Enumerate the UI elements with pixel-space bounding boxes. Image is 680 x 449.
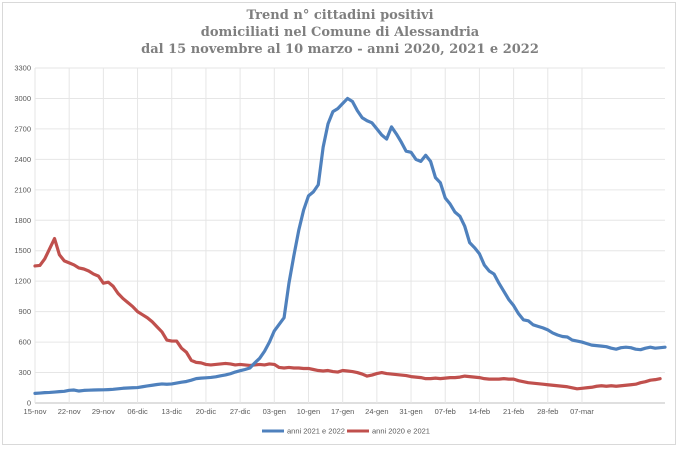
x-tick-label: 10-gen <box>297 407 320 416</box>
y-tick-label: 3000 <box>14 94 31 103</box>
x-tick-label: 29-nov <box>92 407 115 416</box>
x-tick-label: 21-feb <box>503 407 524 416</box>
y-tick-label: 2700 <box>14 124 31 133</box>
y-tick-label: 1800 <box>14 216 31 225</box>
y-tick-label: 300 <box>18 368 31 377</box>
x-axis-ticks: 15-nov 22-nov 29-nov 06-dic 13-dic 20-dic 27-d… <box>24 407 595 416</box>
gridlines <box>34 67 665 404</box>
legend: anni 2021 e 2022 anni 2020 e 2021 <box>262 427 430 436</box>
x-tick-label: 13-dic <box>162 407 183 416</box>
x-tick-label: 15-nov <box>24 407 47 416</box>
series-line <box>33 236 662 391</box>
y-tick-label: 2100 <box>14 185 31 194</box>
chart-title-line-3: dal 15 novembre al 10 marzo - anni 2020,… <box>141 42 539 57</box>
x-tick-label: 17-gen <box>331 407 354 416</box>
x-tick-label: 07-mar <box>570 407 594 416</box>
chart-title-line-2: domiciliati nel Comune di Alessandria <box>200 25 480 40</box>
series-line <box>33 96 667 395</box>
series-lines <box>33 96 667 395</box>
y-tick-label: 2400 <box>14 155 31 164</box>
y-tick-label: 0 <box>27 399 31 408</box>
chart-title: Trend n° cittadini positivi domiciliati … <box>0 7 680 58</box>
y-tick-label: 600 <box>18 338 31 347</box>
x-tick-label: 27-dic <box>230 407 251 416</box>
x-tick-label: 31-gen <box>399 407 422 416</box>
y-tick-label: 1200 <box>14 277 31 286</box>
x-tick-label: 28-feb <box>537 407 558 416</box>
x-tick-label: 22-nov <box>58 407 81 416</box>
x-tick-label: 07-feb <box>435 407 456 416</box>
chart-title-line-1: Trend n° cittadini positivi <box>246 8 434 23</box>
y-tick-label: 3300 <box>14 64 31 73</box>
x-tick-label: 20-dic <box>196 407 217 416</box>
x-tick-label: 03-gen <box>263 407 286 416</box>
y-tick-label: 1500 <box>14 246 31 255</box>
x-tick-label: 24-gen <box>365 407 388 416</box>
x-tick-label: 14-feb <box>469 407 490 416</box>
y-tick-label: 900 <box>18 307 31 316</box>
legend-label: anni 2020 e 2021 <box>372 427 430 436</box>
y-axis-ticks: 0 300 600 900 1200 1500 1800 2100 2400 2700 3000 33… <box>14 64 31 408</box>
legend-label: anni 2021 e 2022 <box>287 427 345 436</box>
x-tick-label: 06-dic <box>127 407 148 416</box>
